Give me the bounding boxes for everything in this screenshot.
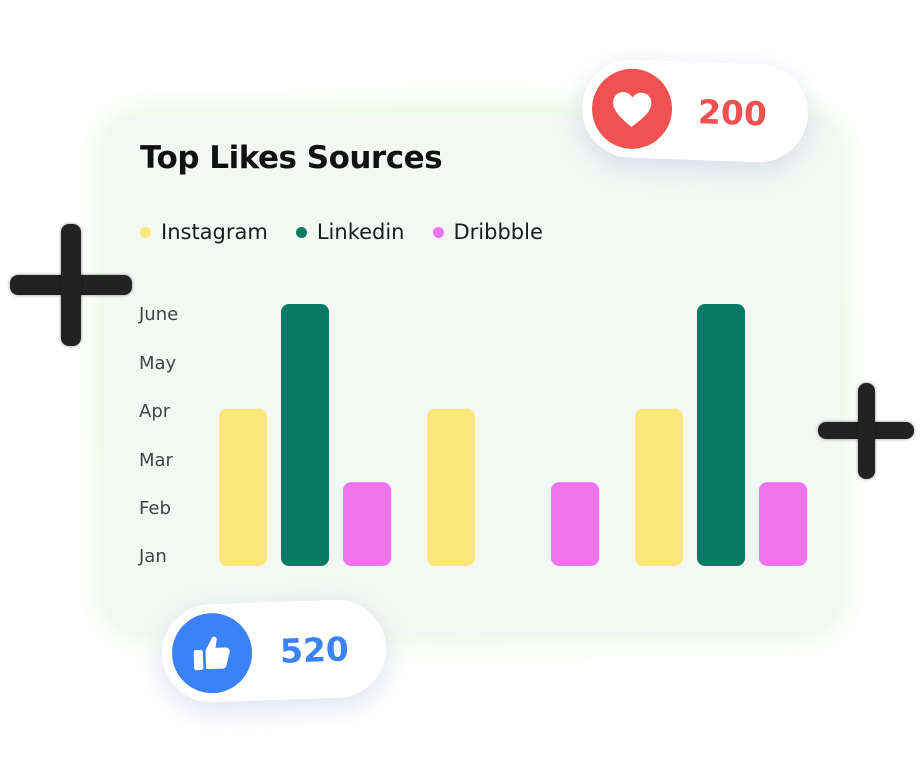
bar-instagram-2	[427, 408, 475, 566]
thumbs-count: 520	[279, 629, 350, 671]
bar-linkedin-1	[281, 304, 329, 566]
bar-dribbble-1	[343, 482, 391, 566]
chart-legend: Instagram Linkedin Dribbble	[140, 217, 543, 247]
likes-pill: 200	[580, 58, 810, 164]
legend-item-instagram: Instagram	[140, 220, 268, 244]
chart-title: Top Likes Sources	[140, 140, 443, 176]
bar-dribbble-2	[551, 482, 599, 566]
y-tick-label: Jan	[139, 546, 167, 567]
thumbs-up-icon	[193, 636, 230, 671]
thumbs-badge	[170, 611, 254, 695]
thumbs-pill: 520	[160, 598, 388, 704]
legend-label: Dribbble	[453, 220, 543, 244]
legend-label: Instagram	[161, 220, 268, 244]
bar-dribbble-3	[759, 482, 807, 566]
y-tick-label: Feb	[139, 498, 171, 519]
legend-item-linkedin: Linkedin	[295, 220, 405, 244]
heart-badge	[590, 67, 674, 151]
bar-instagram-3	[635, 408, 683, 566]
bar-instagram-1	[219, 408, 267, 566]
y-tick-label: May	[139, 353, 177, 374]
legend-swatch-dribbble	[432, 226, 444, 238]
legend-item-dribbble: Dribbble	[432, 220, 543, 244]
y-tick-label: June	[139, 304, 179, 325]
legend-label: Linkedin	[316, 220, 405, 244]
legend-swatch-instagram	[140, 226, 151, 238]
y-tick-label: Mar	[139, 450, 173, 471]
plus-icon	[10, 224, 132, 346]
heart-icon	[613, 92, 652, 127]
legend-swatch-linkedin	[295, 226, 307, 238]
bar-linkedin-3	[697, 304, 745, 566]
likes-count: 200	[697, 92, 768, 134]
y-tick-label: Apr	[139, 401, 171, 422]
plus-icon	[818, 383, 914, 479]
